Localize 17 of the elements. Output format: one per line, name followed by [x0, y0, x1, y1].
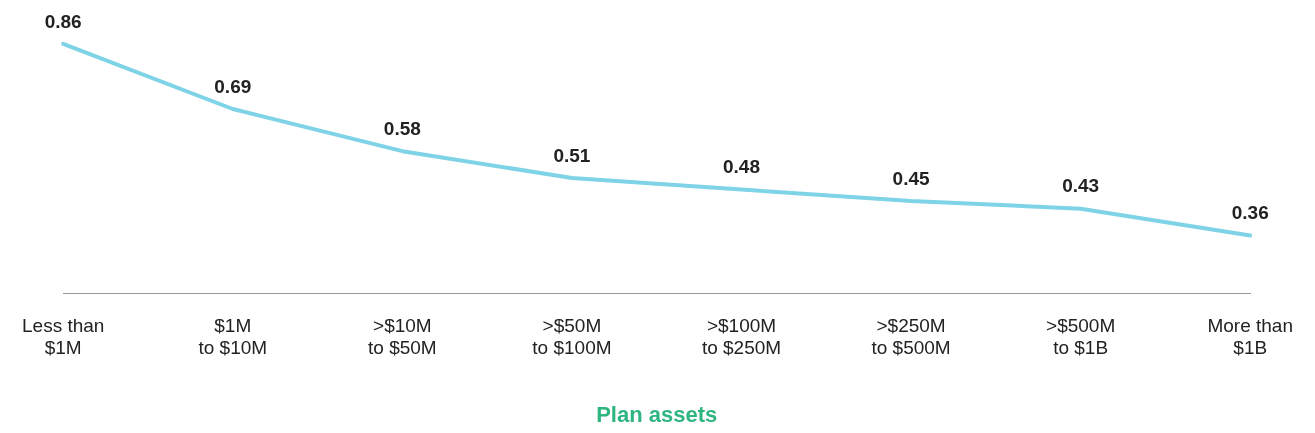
data-label: 0.86 — [44, 10, 82, 32]
x-tick-label: >$10M to $50M — [368, 314, 437, 359]
x-tick-label: Less than $1M — [21, 314, 105, 359]
data-label: 0.36 — [1231, 202, 1269, 224]
data-label: 0.45 — [892, 167, 930, 189]
data-label: 0.69 — [214, 75, 252, 97]
data-label: 0.48 — [723, 156, 760, 178]
x-tick-label: $1M to $10M — [198, 314, 268, 359]
x-tick-label: >$50M to $100M — [532, 314, 612, 359]
x-tick-label: >$500M to $1B — [1046, 314, 1116, 359]
x-tick-label: >$100M to $250M — [701, 314, 782, 359]
x-tick-label: >$250M to $500M — [871, 314, 951, 359]
data-label: 0.58 — [383, 117, 421, 139]
x-axis-title: Plan assets — [596, 401, 718, 427]
data-label: 0.51 — [553, 144, 591, 166]
x-tick-label: More than $1B — [1207, 314, 1293, 359]
data-label: 0.43 — [1062, 175, 1100, 197]
